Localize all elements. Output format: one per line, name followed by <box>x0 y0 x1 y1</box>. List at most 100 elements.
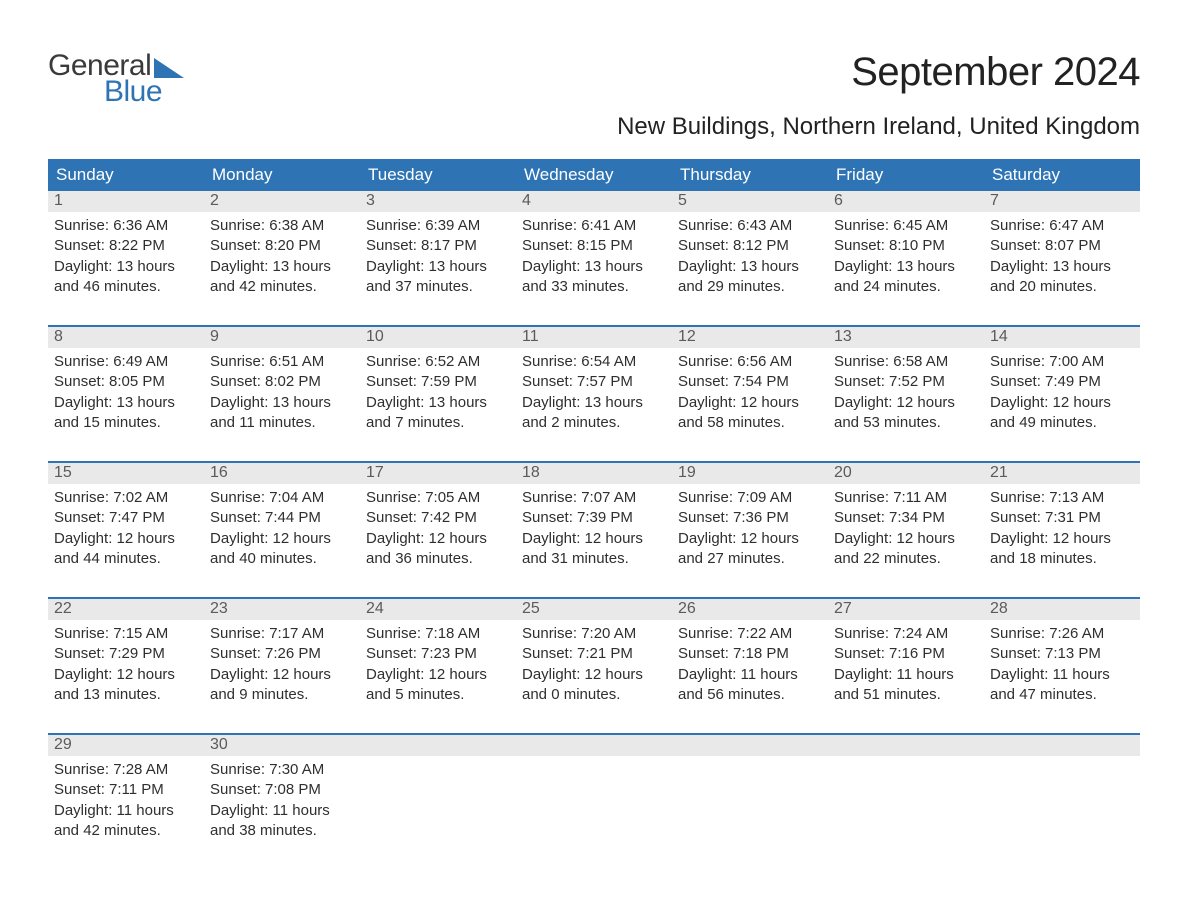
daybody-row: Sunrise: 7:28 AMSunset: 7:11 PMDaylight:… <box>48 756 1140 841</box>
sunset-line: Sunset: 8:20 PM <box>210 236 354 256</box>
day-number: 4 <box>516 191 672 212</box>
day-number: 1 <box>48 191 204 212</box>
logo-word-blue: Blue <box>104 76 184 108</box>
day-number: 23 <box>204 599 360 620</box>
sunrise-line: Sunrise: 6:47 AM <box>990 216 1134 236</box>
sunset-line: Sunset: 7:34 PM <box>834 508 978 528</box>
sunset-line: Sunset: 8:22 PM <box>54 236 198 256</box>
daylight-line2: and 51 minutes. <box>834 685 978 705</box>
sunset-line: Sunset: 7:49 PM <box>990 372 1134 392</box>
sunset-line: Sunset: 7:54 PM <box>678 372 822 392</box>
day-body: Sunrise: 6:38 AMSunset: 8:20 PMDaylight:… <box>204 212 360 297</box>
sunset-line: Sunset: 8:02 PM <box>210 372 354 392</box>
day-body: Sunrise: 7:09 AMSunset: 7:36 PMDaylight:… <box>672 484 828 569</box>
daylight-line1: Daylight: 13 hours <box>210 257 354 277</box>
day-body: Sunrise: 7:24 AMSunset: 7:16 PMDaylight:… <box>828 620 984 705</box>
week-2: 891011121314Sunrise: 6:49 AMSunset: 8:05… <box>48 325 1140 433</box>
day-body: Sunrise: 7:11 AMSunset: 7:34 PMDaylight:… <box>828 484 984 569</box>
daylight-line1: Daylight: 13 hours <box>54 257 198 277</box>
day-body: Sunrise: 6:56 AMSunset: 7:54 PMDaylight:… <box>672 348 828 433</box>
daylight-line2: and 11 minutes. <box>210 413 354 433</box>
weekday-monday: Monday <box>204 159 360 191</box>
weeks-container: 1234567Sunrise: 6:36 AMSunset: 8:22 PMDa… <box>48 191 1140 841</box>
sunset-line: Sunset: 8:12 PM <box>678 236 822 256</box>
sunrise-line: Sunrise: 7:02 AM <box>54 488 198 508</box>
sunrise-line: Sunrise: 7:15 AM <box>54 624 198 644</box>
daybody-row: Sunrise: 7:02 AMSunset: 7:47 PM Daylight:… <box>48 484 1140 569</box>
sunrise-line: Sunrise: 7:00 AM <box>990 352 1134 372</box>
sunrise-line: Sunrise: 7:20 AM <box>522 624 666 644</box>
day-number: 13 <box>828 327 984 348</box>
daylight-line2: and 42 minutes. <box>210 277 354 297</box>
daylight-line2: and 40 minutes. <box>210 549 354 569</box>
sunset-line: Sunset: 7:29 PM <box>54 644 198 664</box>
daylight-line2: and 2 minutes. <box>522 413 666 433</box>
daylight-line2: and 46 minutes. <box>54 277 198 297</box>
sunset-line: Sunset: 8:07 PM <box>990 236 1134 256</box>
day-number: 9 <box>204 327 360 348</box>
daylight-line1: Daylight: 11 hours <box>54 801 198 821</box>
weekday-thursday: Thursday <box>672 159 828 191</box>
week-3: 15161718192021Sunrise: 7:02 AMSunset: 7:… <box>48 461 1140 569</box>
day-body: Sunrise: 6:49 AMSunset: 8:05 PMDaylight:… <box>48 348 204 433</box>
daynum-row: 1234567 <box>48 191 1140 212</box>
day-body: Sunrise: 6:36 AMSunset: 8:22 PMDaylight:… <box>48 212 204 297</box>
day-body: Sunrise: 6:45 AMSunset: 8:10 PMDaylight:… <box>828 212 984 297</box>
day-number: 17 <box>360 463 516 484</box>
daynum-row: 15161718192021 <box>48 463 1140 484</box>
day-number: 15 <box>48 463 204 484</box>
weekday-saturday: Saturday <box>984 159 1140 191</box>
sunrise-line: Sunrise: 7:04 AM <box>210 488 354 508</box>
daylight-line2: and 58 minutes. <box>678 413 822 433</box>
day-number: 11 <box>516 327 672 348</box>
day-number: 3 <box>360 191 516 212</box>
day-body: Sunrise: 6:39 AMSunset: 8:17 PMDaylight:… <box>360 212 516 297</box>
day-number <box>516 735 672 756</box>
sunrise-line: Sunrise: 7:30 AM <box>210 760 354 780</box>
daylight-line2: and 29 minutes. <box>678 277 822 297</box>
day-number: 29 <box>48 735 204 756</box>
weekday-wednesday: Wednesday <box>516 159 672 191</box>
daylight-line1: Daylight: 11 hours <box>678 665 822 685</box>
sunrise-line: Sunrise: 6:52 AM <box>366 352 510 372</box>
day-number: 6 <box>828 191 984 212</box>
daylight-line1: Daylight: 12 hours <box>366 529 510 549</box>
daylight-line2: and 33 minutes. <box>522 277 666 297</box>
daylight-line1: Daylight: 13 hours <box>834 257 978 277</box>
sunrise-line: Sunrise: 7:11 AM <box>834 488 978 508</box>
sunrise-line: Sunrise: 6:58 AM <box>834 352 978 372</box>
daylight-line2: and 36 minutes. <box>366 549 510 569</box>
daylight-line1: Daylight: 11 hours <box>990 665 1134 685</box>
day-body: Sunrise: 7:28 AMSunset: 7:11 PMDaylight:… <box>48 756 204 841</box>
daylight-line2: and 27 minutes. <box>678 549 822 569</box>
daylight-line1: Daylight: 13 hours <box>210 393 354 413</box>
day-body: Sunrise: 6:41 AMSunset: 8:15 PMDaylight:… <box>516 212 672 297</box>
day-body: Sunrise: 7:26 AMSunset: 7:13 PMDaylight:… <box>984 620 1140 705</box>
weekday-tuesday: Tuesday <box>360 159 516 191</box>
sunrise-line: Sunrise: 7:22 AM <box>678 624 822 644</box>
daylight-line1: Daylight: 12 hours <box>678 529 822 549</box>
day-number: 27 <box>828 599 984 620</box>
day-number: 24 <box>360 599 516 620</box>
day-body: Sunrise: 6:58 AMSunset: 7:52 PMDaylight:… <box>828 348 984 433</box>
daybody-row: Sunrise: 7:15 AMSunset: 7:29 PM Daylight:… <box>48 620 1140 705</box>
sunset-line: Sunset: 7:57 PM <box>522 372 666 392</box>
day-number: 7 <box>984 191 1140 212</box>
sunset-line: Sunset: 7:47 PM <box>54 508 198 528</box>
daylight-line1: Daylight: 12 hours <box>522 529 666 549</box>
sunrise-line: Sunrise: 6:51 AM <box>210 352 354 372</box>
day-number: 14 <box>984 327 1140 348</box>
sunset-line: Sunset: 7:39 PM <box>522 508 666 528</box>
day-body: Sunrise: 6:51 AMSunset: 8:02 PMDaylight:… <box>204 348 360 433</box>
day-number: 16 <box>204 463 360 484</box>
weekday-sunday: Sunday <box>48 159 204 191</box>
sunset-line: Sunset: 7:44 PM <box>210 508 354 528</box>
day-number: 18 <box>516 463 672 484</box>
sunrise-line: Sunrise: 7:17 AM <box>210 624 354 644</box>
weekday-header-row: SundayMondayTuesdayWednesdayThursdayFrid… <box>48 159 1140 191</box>
sunrise-line: Sunrise: 7:07 AM <box>522 488 666 508</box>
daylight-line1: Daylight: 12 hours <box>678 393 822 413</box>
sunset-line: Sunset: 7:08 PM <box>210 780 354 800</box>
daylight-line1: Daylight: 12 hours <box>834 393 978 413</box>
day-body: Sunrise: 6:47 AMSunset: 8:07 PMDaylight:… <box>984 212 1140 297</box>
